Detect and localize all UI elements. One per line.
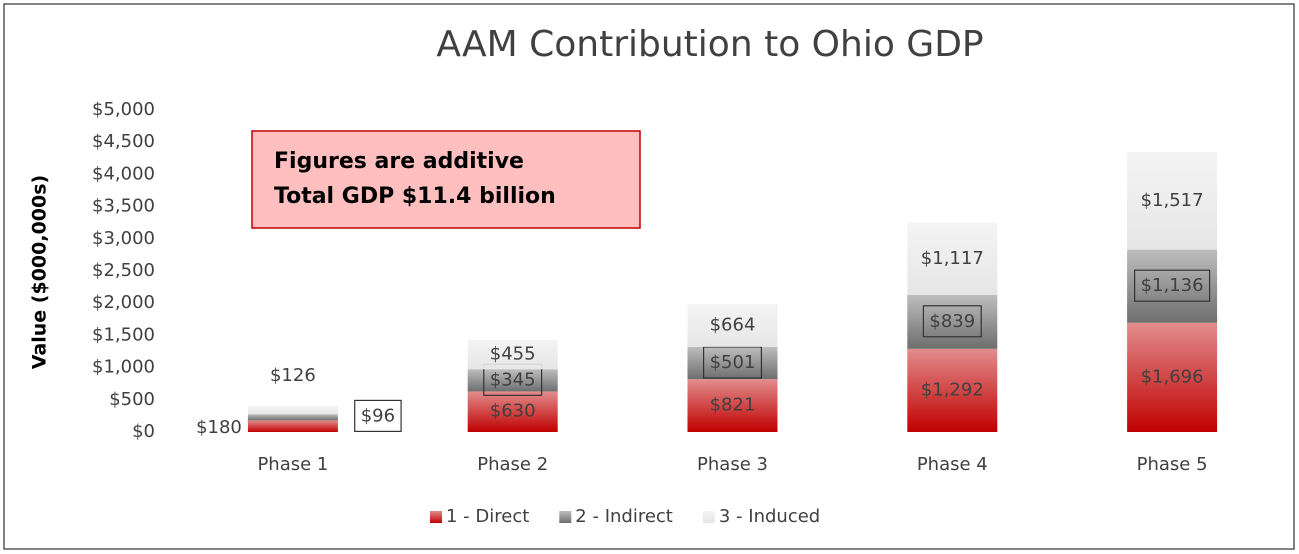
y-tick-label: $500 — [109, 389, 155, 410]
annotation-line: Total GDP $11.4 billion — [274, 184, 556, 209]
x-tick-label: Phase 4 — [917, 454, 988, 475]
bar-segment — [1127, 322, 1218, 432]
legend-label: 3 - Induced — [719, 506, 820, 527]
legend-label: 1 - Direct — [446, 506, 529, 527]
data-label: $455 — [490, 344, 536, 365]
y-tick-label: $4,500 — [92, 131, 155, 152]
data-label: $1,136 — [1141, 275, 1204, 296]
chart-border — [3, 3, 1295, 550]
y-tick-label: $3,000 — [92, 228, 155, 249]
bar-segment — [687, 346, 778, 380]
data-label: $1,292 — [921, 379, 984, 400]
data-label: $180 — [196, 417, 242, 438]
legend-swatch — [430, 511, 442, 523]
data-label: $501 — [710, 352, 756, 373]
chart-title: AAM Contribution to Ohio GDP — [436, 24, 983, 65]
data-label: $1,696 — [1141, 366, 1204, 387]
data-label: $664 — [710, 314, 756, 335]
x-tick-label: Phase 2 — [477, 454, 548, 475]
bar-segment — [687, 379, 778, 432]
data-label: $1,517 — [1141, 190, 1204, 211]
data-label: $96 — [361, 405, 395, 426]
bar-segment — [467, 369, 558, 392]
data-label: $126 — [270, 365, 316, 386]
x-tick-label: Phase 3 — [697, 454, 768, 475]
annotation-line: Figures are additive — [274, 149, 524, 174]
bar-segment — [907, 294, 998, 349]
data-label: $630 — [490, 401, 536, 422]
data-label: $821 — [710, 395, 756, 416]
y-tick-label: $2,000 — [92, 292, 155, 313]
legend-swatch — [702, 511, 715, 523]
bar-segment — [467, 339, 558, 370]
bar-segment — [1127, 151, 1218, 250]
x-tick-label: Phase 5 — [1137, 454, 1208, 475]
y-axis-label: Value ($000,000s) — [29, 175, 51, 369]
x-tick-label: Phase 1 — [257, 454, 328, 475]
bar-segment — [1127, 249, 1218, 323]
legend-swatch — [559, 511, 572, 523]
data-label: $345 — [490, 369, 536, 390]
bar-segment — [247, 420, 338, 432]
y-tick-label: $1,000 — [92, 357, 155, 378]
data-label-box — [702, 346, 763, 379]
y-tick-label: $0 — [132, 421, 155, 442]
data-label: $1,117 — [921, 248, 984, 269]
y-tick-label: $5,000 — [92, 99, 155, 120]
bar-segment — [467, 391, 558, 432]
data-label-box — [922, 305, 982, 338]
bar-segment — [907, 348, 998, 432]
bar-segment — [247, 406, 338, 415]
bar-segment — [907, 222, 998, 295]
y-tick-label: $2,500 — [92, 260, 155, 281]
y-tick-label: $3,500 — [92, 196, 155, 217]
bar-segment — [247, 414, 338, 421]
data-label-box — [1134, 269, 1211, 302]
y-tick-label: $1,500 — [92, 324, 155, 345]
annotation-box — [251, 130, 641, 229]
data-label-box — [354, 399, 402, 433]
data-label: $839 — [929, 311, 975, 332]
legend-label: 2 - Indirect — [575, 506, 673, 527]
bar-segment — [687, 304, 778, 347]
y-tick-label: $4,000 — [92, 163, 155, 184]
